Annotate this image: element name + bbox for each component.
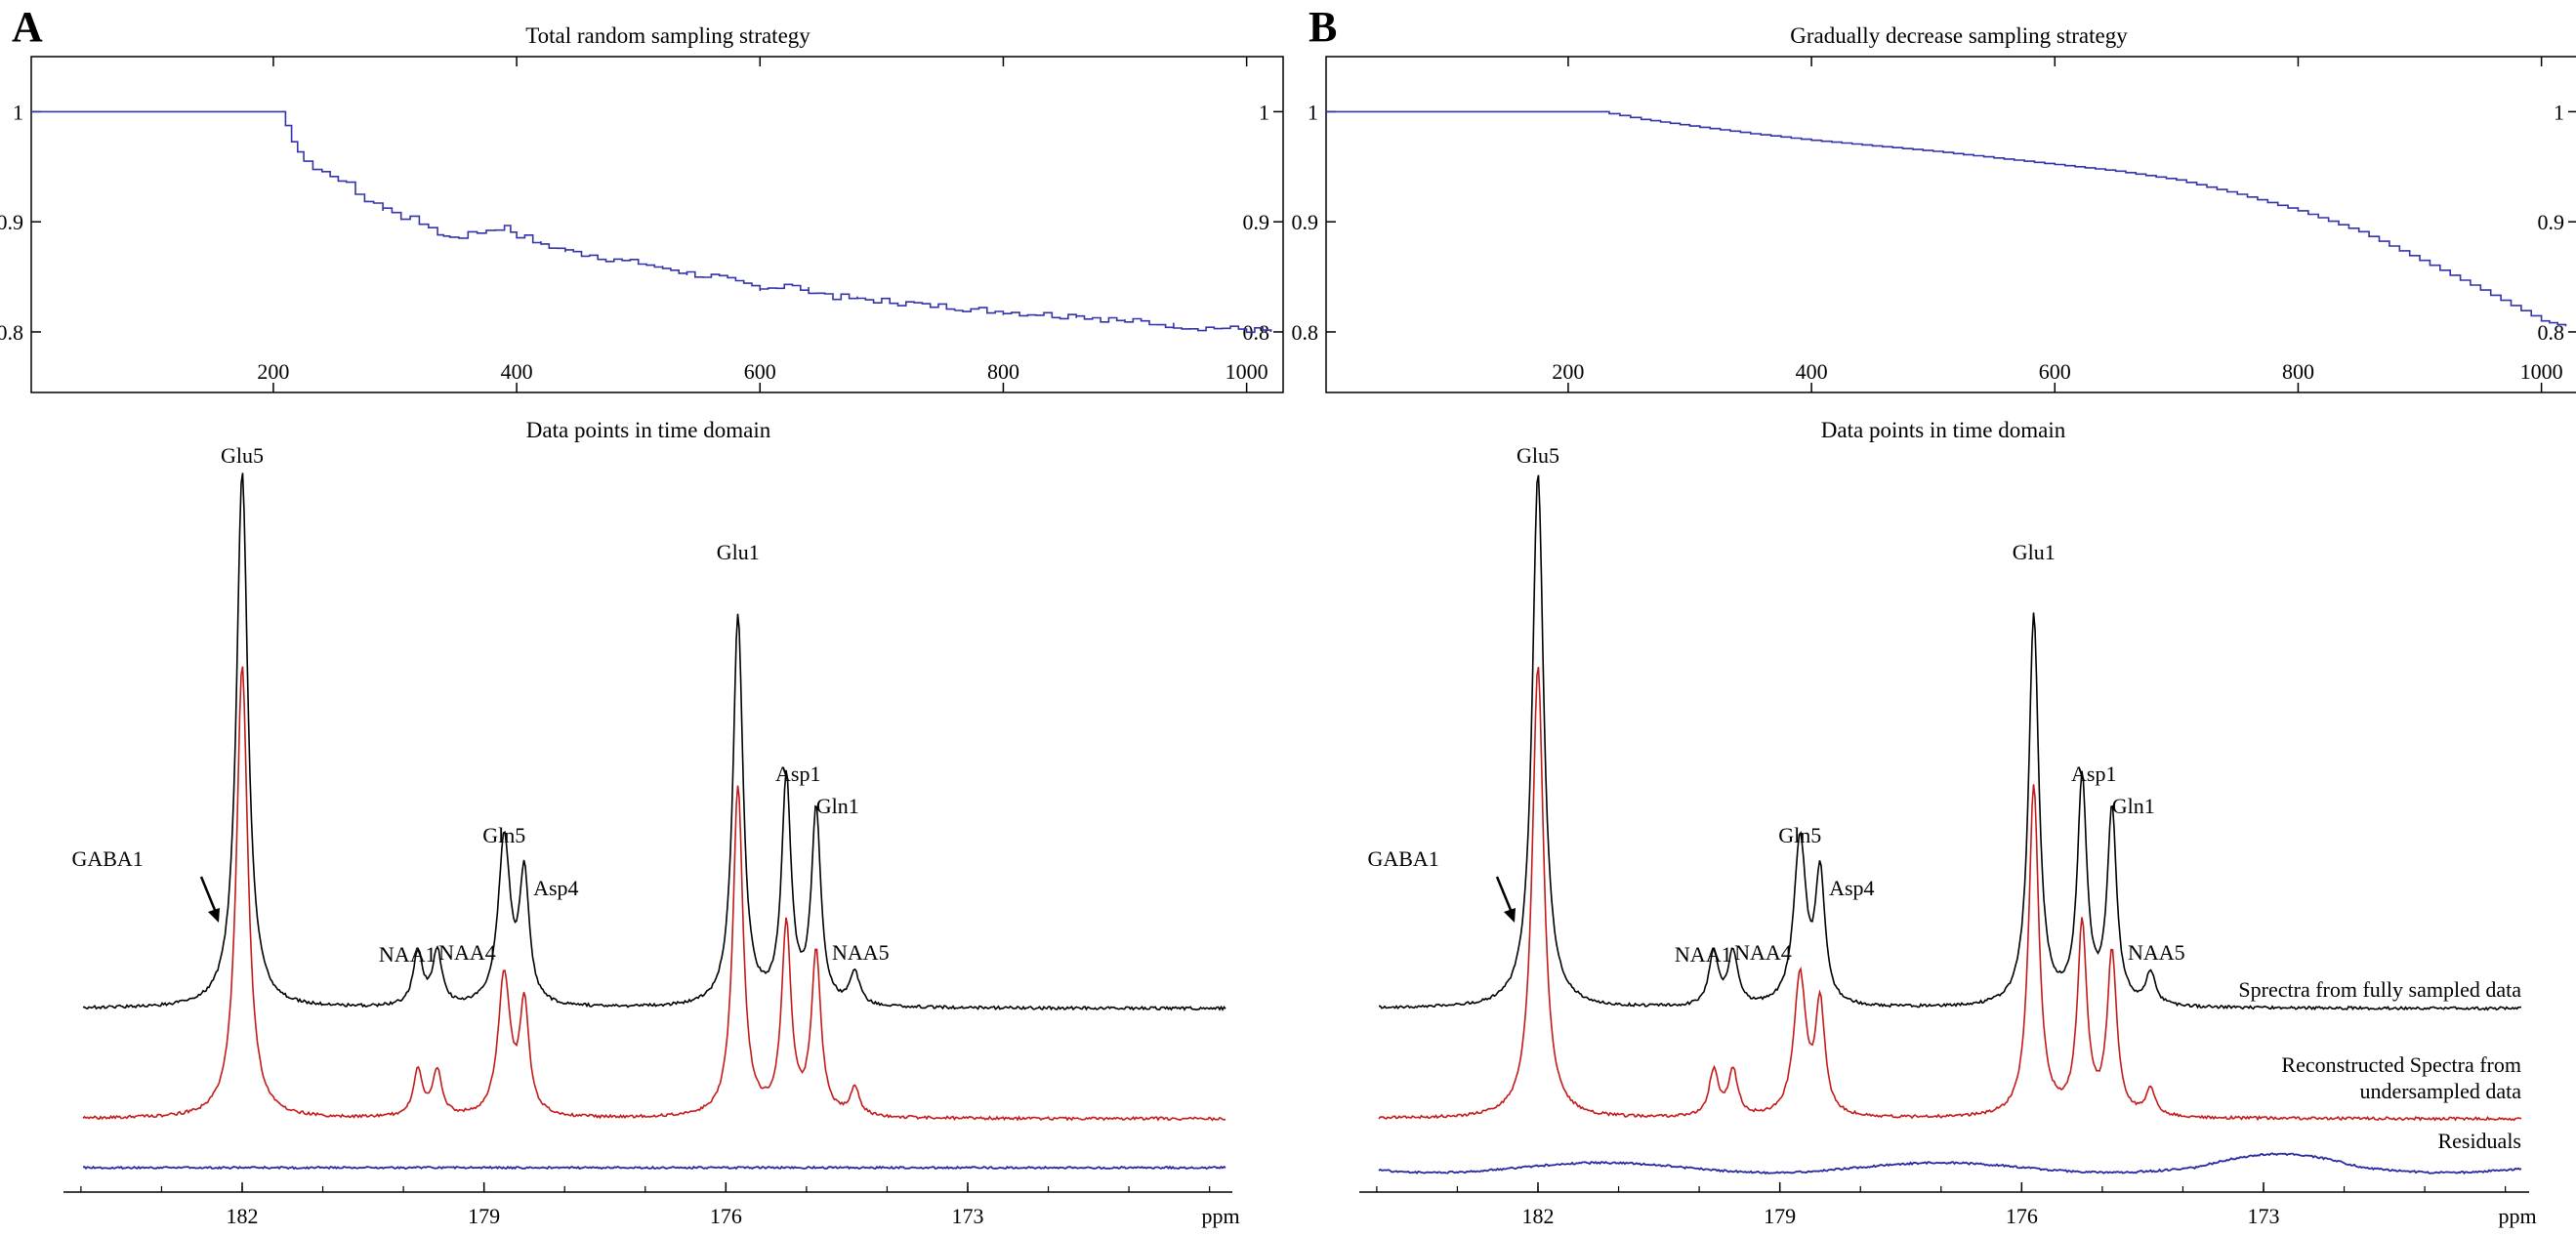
y-tick-label: 1 — [13, 100, 23, 124]
peak-label: NAA5 — [2128, 940, 2185, 965]
spectrum-x-tick-label: 176 — [2006, 1204, 2038, 1228]
curve-title-a: Total random sampling strategy — [525, 23, 810, 48]
spectrum-x-tick-group-a: 182 179 176 173 — [80, 1182, 1211, 1228]
panel-b: B Gradually decrease sampling strategy 0… — [1292, 3, 2576, 1228]
series-label-recon-1: Reconstructed Spectra from — [2281, 1052, 2521, 1077]
peak-label: Gln5 — [1778, 823, 1821, 847]
spectrum-x-tick-label: 173 — [2248, 1204, 2280, 1228]
curve-plot-b: Gradually decrease sampling strategy 0.8… — [1292, 23, 2576, 442]
peak-label: Gln1 — [816, 794, 859, 818]
peak-label: Glu1 — [717, 540, 760, 564]
y-tick-label-right: 1 — [2554, 100, 2564, 124]
panel-letter-b: B — [1309, 3, 1337, 51]
spectrum-unit-b: ppm — [2498, 1204, 2536, 1228]
x-tick-label: 800 — [987, 359, 1019, 384]
y-tick-label: 0.8 — [1292, 320, 1319, 345]
gaba-arrow-a — [199, 876, 220, 923]
peak-label: Asp4 — [1829, 876, 1874, 900]
x-tick-label: 600 — [744, 359, 776, 384]
peak-label: NAA5 — [832, 940, 890, 965]
series-label-residuals: Residuals — [2437, 1129, 2521, 1153]
x-tick-label: 200 — [1552, 359, 1584, 384]
spectrum-x-tick-label: 179 — [468, 1204, 500, 1228]
curve-axes-frame-a — [30, 56, 1284, 393]
x-tick-label: 800 — [2282, 359, 2314, 384]
peak-label-group-b: Glu5 Glu1 Asp1 Gln1 Gln5 Asp4 NAA1 NAA4 NAA5 GABA… — [1367, 443, 2184, 967]
spectrum-x-tick-label: 182 — [1522, 1204, 1555, 1228]
curve-axes-frame-b — [1325, 56, 2576, 393]
spectrum-fully-sampled-b — [1378, 474, 2522, 1011]
peak-label: GABA1 — [1367, 846, 1438, 871]
peak-label: Glu1 — [2013, 540, 2056, 564]
x-tick-group-b: 200 400 600 800 1000 — [1552, 57, 2563, 392]
spectrum-x-tick-label: 179 — [1764, 1204, 1796, 1228]
peak-label: Asp1 — [775, 762, 820, 786]
peak-label: GABA1 — [71, 846, 143, 871]
x-tick-label: 200 — [257, 359, 289, 384]
spectrum-x-tick-label: 176 — [710, 1204, 742, 1228]
x-tick-group-a: 200 400 600 800 1000 — [257, 57, 1268, 392]
y-tick-label: 0.8 — [0, 320, 23, 345]
curve-plot-a: Total random sampling strategy 0.8 0.80.9… — [0, 23, 1284, 442]
series-label-full: Sprectra from fully sampled data — [2238, 977, 2521, 1002]
sampling-curve-a — [31, 110, 1272, 334]
peak-label: NAA4 — [1734, 940, 1792, 965]
y-tick-label-right: 1 — [1259, 100, 1269, 124]
peak-label: Gln5 — [482, 823, 525, 847]
series-label-recon-2: undersampled data — [2359, 1079, 2521, 1103]
spectrum-plot-b: 182 179 176 173 ppm Glu5 Glu1 Asp1 Gln1 Gln5 Asp… — [1359, 443, 2537, 1228]
curve-title-b: Gradually decrease sampling strategy — [1790, 23, 2128, 48]
y-tick-label-right: 0.9 — [1243, 210, 1270, 234]
sampling-curve-b — [1326, 110, 2567, 327]
spectrum-plot-a: 182 179 176 173 ppm Glu5 Glu1 Asp1 Gln1 Gln5 Asp… — [63, 443, 1240, 1228]
curve-xlabel-b: Data points in time domain — [1821, 418, 2066, 442]
y-tick-label: 0.9 — [1292, 210, 1319, 234]
spectrum-reconstructed-a — [82, 666, 1226, 1122]
peak-label: Glu5 — [1517, 443, 1559, 468]
panel-a: A Total random sampling strategy 0.8 0.80… — [0, 3, 1284, 1228]
peak-label: Asp4 — [533, 876, 578, 900]
peak-label: Gln1 — [2112, 794, 2155, 818]
y-tick-label-right: 0.9 — [2538, 210, 2565, 234]
peak-label-group-a: Glu5 Glu1 Asp1 Gln1 Gln5 Asp4 NAA1 NAA4 NAA5 GABA… — [71, 443, 889, 967]
spectrum-residuals-b — [1378, 1152, 2522, 1175]
peak-label: NAA4 — [438, 940, 496, 965]
peak-label: NAA1 — [379, 942, 436, 967]
spectrum-unit-a: ppm — [1201, 1204, 1239, 1228]
gaba-arrow-b — [1495, 876, 1516, 923]
spectrum-reconstructed-b — [1378, 667, 2522, 1122]
y-tick-label: 1 — [1308, 100, 1318, 124]
y-tick-label: 0.9 — [0, 210, 23, 234]
curve-xlabel-a: Data points in time domain — [526, 418, 771, 442]
spectrum-fully-sampled-a — [82, 473, 1226, 1011]
spectrum-x-tick-group-b: 182 179 176 173 — [1376, 1182, 2507, 1228]
peak-label: Asp1 — [2071, 762, 2116, 786]
peak-label: Glu5 — [221, 443, 264, 468]
x-tick-label: 600 — [2039, 359, 2071, 384]
x-tick-label: 1000 — [2520, 359, 2563, 384]
panel-letter-a: A — [12, 3, 43, 51]
peak-label: NAA1 — [1675, 942, 1732, 967]
x-tick-label: 1000 — [1226, 359, 1268, 384]
spectrum-x-tick-label: 173 — [952, 1204, 984, 1228]
x-tick-label: 400 — [501, 359, 533, 384]
x-tick-label: 400 — [1796, 359, 1828, 384]
spectrum-residuals-a — [82, 1165, 1226, 1171]
spectrum-x-tick-label: 182 — [227, 1204, 259, 1228]
